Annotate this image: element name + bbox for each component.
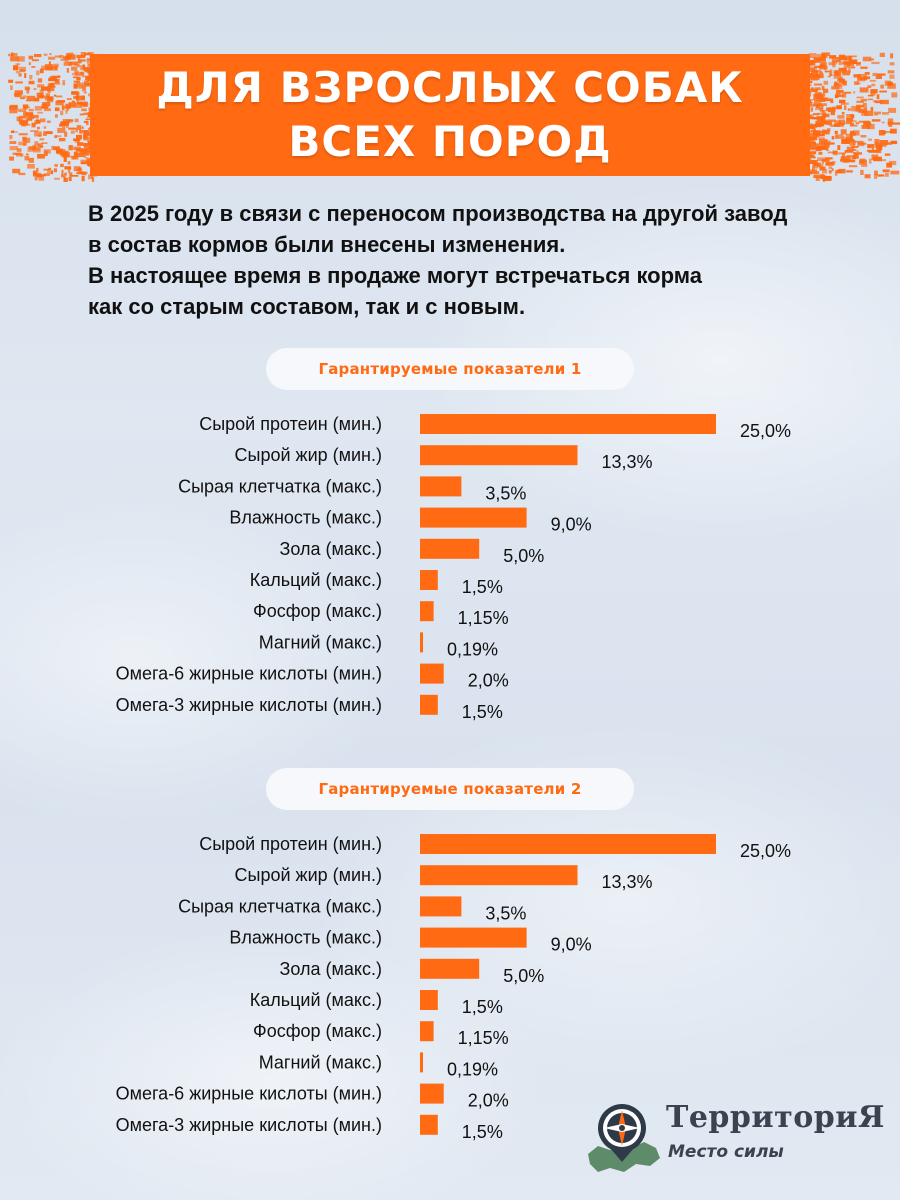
bar	[420, 663, 444, 684]
value-label: 1,15%	[458, 608, 509, 628]
value-label: 3,5%	[485, 483, 526, 503]
bar	[420, 476, 462, 497]
bar	[420, 570, 438, 590]
banner-title-line2: ВСЕХ ПОРОД	[288, 117, 612, 166]
category-label: Сырая клетчатка (макс.)	[178, 896, 382, 916]
value-label: 1,5%	[462, 702, 503, 722]
chart-2-bar-chart: Сырой протеин (мин.) 25,0% Сырой жир (мин.…	[116, 834, 791, 1142]
category-label: Сырой протеин (мин.)	[199, 414, 382, 434]
banner-background	[8, 52, 900, 182]
logo-subtitle: Место силы	[668, 1142, 784, 1162]
banner-title: ДЛЯ ВЗРОСЛЫХ СОБАК ВСЕХ ПОРОД	[0, 48, 900, 182]
compass-map-icon	[588, 1104, 660, 1172]
chart-1-bar-chart: Сырой протеин (мин.) 25,0% Сырой жир (мин.…	[116, 414, 791, 722]
bar	[420, 865, 578, 886]
chart-1-title: Гарантируемые показатели 1	[318, 360, 582, 378]
bar	[420, 445, 578, 466]
value-label: 1,15%	[458, 1028, 509, 1048]
bar	[420, 1114, 438, 1135]
value-label: 2,0%	[468, 671, 509, 691]
value-label: 9,0%	[551, 515, 592, 535]
bar	[420, 958, 480, 979]
bar	[420, 896, 462, 917]
value-label: 9,0%	[551, 935, 592, 955]
value-label: 1,5%	[462, 997, 503, 1017]
category-label: Омега-3 жирные кислоты (мин.)	[116, 1115, 382, 1135]
intro-line-3: В настоящее время в продаже могут встреч…	[88, 263, 702, 288]
intro-text: В 2025 году в связи с переносом производ…	[88, 198, 848, 322]
bar	[420, 507, 527, 528]
category-label: Омега-6 жирные кислоты (мин.)	[116, 1084, 382, 1104]
bar	[420, 1052, 423, 1073]
category-label: Кальций (макс.)	[250, 990, 382, 1010]
bar	[420, 927, 527, 948]
category-label: Фосфор (макс.)	[253, 1021, 382, 1041]
bar	[420, 1083, 444, 1104]
category-label: Магний (макс.)	[259, 1052, 382, 1072]
value-label: 0,19%	[447, 1059, 498, 1079]
bar	[420, 694, 438, 715]
category-label: Омега-3 жирные кислоты (мин.)	[116, 695, 382, 715]
category-label: Магний (макс.)	[259, 632, 382, 652]
value-label: 5,0%	[503, 966, 544, 986]
chart-1-title-pill: Гарантируемые показатели 1	[266, 348, 634, 390]
value-label: 1,5%	[462, 577, 503, 597]
category-label: Влажность (макс.)	[229, 928, 382, 948]
bar	[420, 414, 716, 434]
intro-line-1: В 2025 году в связи с переносом производ…	[88, 201, 788, 226]
brand-logo: ТерриториЯ Место силы	[584, 1096, 884, 1180]
bar	[420, 601, 434, 622]
bar	[420, 538, 480, 559]
category-label: Сырой жир (мин.)	[235, 445, 382, 465]
chart-2-title: Гарантируемые показатели 2	[318, 780, 582, 798]
category-label: Сырая клетчатка (макс.)	[178, 476, 382, 496]
bar	[420, 1021, 434, 1042]
category-label: Сырой жир (мин.)	[235, 865, 382, 885]
value-label: 2,0%	[468, 1091, 509, 1111]
intro-line-4: как со старым составом, так и с новым.	[88, 294, 526, 319]
banner-title-line1: ДЛЯ ВЗРОСЛЫХ СОБАК	[156, 63, 744, 112]
category-label: Зола (макс.)	[280, 959, 382, 979]
logo-name: ТерриториЯ	[666, 1100, 885, 1135]
value-label: 1,5%	[462, 1122, 503, 1142]
value-label: 3,5%	[485, 903, 526, 923]
intro-line-2: в состав кормов были внесены изменения.	[88, 232, 566, 257]
category-label: Фосфор (макс.)	[253, 601, 382, 621]
category-label: Кальций (макс.)	[250, 570, 382, 590]
value-label: 0,19%	[447, 639, 498, 659]
value-label: 25,0%	[740, 421, 791, 441]
value-label: 5,0%	[503, 546, 544, 566]
bar	[420, 834, 716, 854]
category-label: Сырой протеин (мин.)	[199, 834, 382, 854]
value-label: 13,3%	[602, 872, 653, 892]
bar	[420, 632, 423, 653]
value-label: 13,3%	[602, 452, 653, 472]
category-label: Зола (макс.)	[280, 539, 382, 559]
category-label: Омега-6 жирные кислоты (мин.)	[116, 664, 382, 684]
value-label: 25,0%	[740, 841, 791, 861]
bar	[420, 990, 438, 1010]
category-label: Влажность (макс.)	[229, 508, 382, 528]
title-banner: ДЛЯ ВЗРОСЛЫХ СОБАК ВСЕХ ПОРОД	[0, 48, 900, 182]
chart-2-title-pill: Гарантируемые показатели 2	[266, 768, 634, 810]
